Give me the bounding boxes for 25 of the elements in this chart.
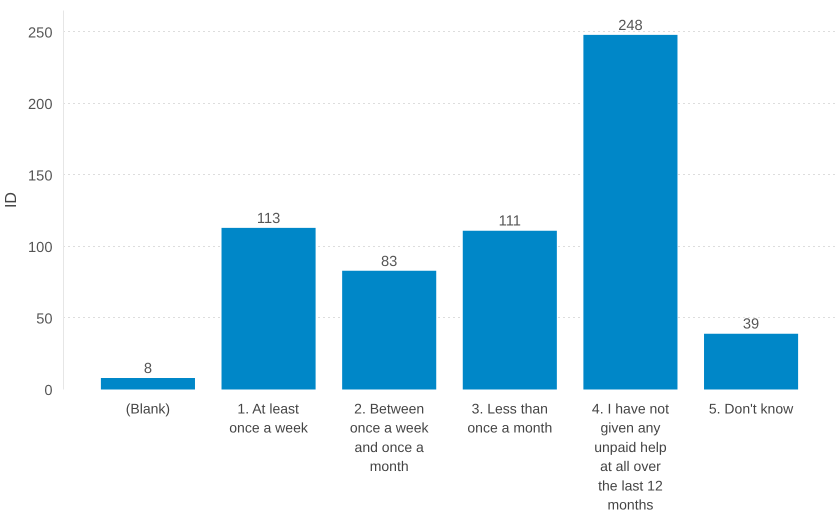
x-tick-label: 2. Between once a week and once a month	[350, 400, 430, 474]
data-label: 113	[256, 210, 280, 227]
x-tick-label: (Blank)	[126, 400, 170, 416]
bar	[704, 334, 798, 390]
data-label: 8	[144, 361, 152, 378]
y-tick-label: 0	[44, 383, 53, 399]
bar	[100, 378, 195, 390]
data-label: 248	[618, 18, 643, 34]
bar	[583, 34, 678, 390]
x-tick-label: 5. Don't know	[708, 400, 794, 416]
x-tick-label: 4. I have not given any unpaid help at all over the last 12 months	[592, 400, 670, 512]
y-tick-label: 100	[28, 240, 53, 256]
x-tick-label: 3. Less than once a month	[467, 400, 552, 436]
y-tick-label: 50	[36, 311, 53, 328]
bar	[462, 230, 557, 390]
x-tick-label: 1. At least once a week	[229, 400, 309, 436]
y-tick-label: 200	[28, 96, 53, 113]
data-label: 111	[498, 214, 521, 230]
y-tick-label: 150	[28, 168, 53, 184]
bar	[222, 228, 316, 390]
data-label: 39	[742, 316, 760, 333]
data-label: 83	[381, 254, 398, 270]
y-tick-label: 250	[28, 25, 53, 42]
bar	[342, 270, 436, 390]
y-axis-title: ID	[3, 192, 20, 208]
